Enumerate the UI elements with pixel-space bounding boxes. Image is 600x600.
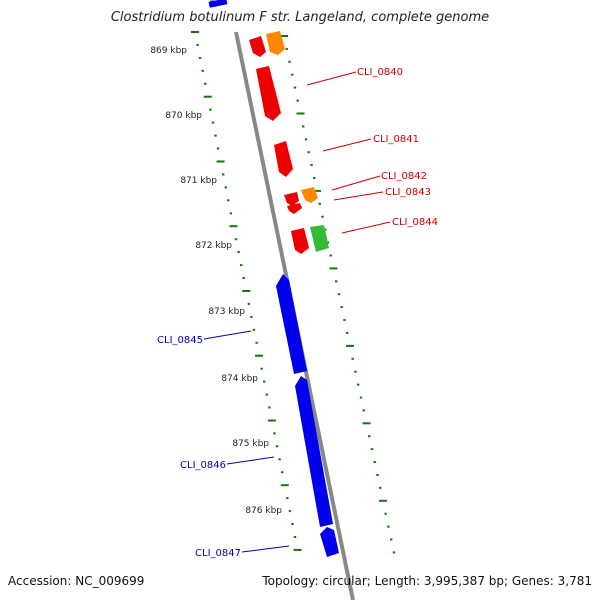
left-dotted-ruler <box>191 31 302 551</box>
kbp-label-869: 869 kbp <box>150 46 187 56</box>
cds-CLI_0845[interactable] <box>276 274 307 374</box>
kbp-label-876: 876 kbp <box>245 506 282 516</box>
genome-title: Clostridium botulinum F str. Langeland, … <box>110 10 490 25</box>
gene-label-CLI_0842[interactable]: CLI_0842 <box>381 171 427 182</box>
cds-forward[interactable] <box>249 36 266 57</box>
gene-label-CLI_0847[interactable]: CLI_0847 <box>195 548 241 559</box>
leader-CLI_0847 <box>241 545 290 553</box>
leader-CLI_0845 <box>203 330 252 340</box>
cds-forward-orange[interactable] <box>266 31 285 55</box>
cds-CLI_0844[interactable] <box>310 225 329 252</box>
leader-CLI_0843 <box>333 191 384 201</box>
kbp-label-870: 870 kbp <box>165 111 202 121</box>
leader-CLI_0846 <box>226 456 275 465</box>
cds-CLI_0841[interactable] <box>274 141 293 177</box>
gene-label-CLI_0841[interactable]: CLI_0841 <box>373 134 419 145</box>
gene-label-CLI_0840[interactable]: CLI_0840 <box>357 67 403 78</box>
kbp-label-871: 871 kbp <box>180 176 217 186</box>
gene-label-CLI_0846[interactable]: CLI_0846 <box>180 460 226 471</box>
partial-gene-top[interactable] <box>208 0 228 8</box>
cds-CLI_0840[interactable] <box>256 66 281 121</box>
accession-text: Accession: NC_009699 <box>8 574 145 588</box>
cds-CLI_0846[interactable] <box>295 376 333 527</box>
kbp-label-873: 873 kbp <box>208 307 245 317</box>
cds-CLI_0844-red[interactable] <box>291 228 309 254</box>
leader-CLI_0840 <box>306 71 357 86</box>
cds-CLI_0847[interactable] <box>320 527 339 557</box>
kbp-label-875: 875 kbp <box>232 439 269 449</box>
cds-CLI_0842-a[interactable] <box>284 192 299 206</box>
leader-CLI_0841 <box>322 138 372 152</box>
cds-CLI_0842-b[interactable] <box>287 203 302 214</box>
right-dotted-ruler <box>280 35 396 554</box>
gene-label-CLI_0843[interactable]: CLI_0843 <box>385 187 431 198</box>
leader-CLI_0842 <box>331 175 381 191</box>
kbp-label-874: 874 kbp <box>221 374 258 384</box>
gene-label-CLI_0845[interactable]: CLI_0845 <box>157 335 203 346</box>
leader-CLI_0844 <box>341 221 391 234</box>
topology-text: Topology: circular; Length: 3,995,387 bp… <box>262 574 592 588</box>
gene-label-CLI_0844[interactable]: CLI_0844 <box>392 217 438 228</box>
kbp-label-872: 872 kbp <box>195 241 232 251</box>
cds-CLI_0843[interactable] <box>301 187 318 203</box>
